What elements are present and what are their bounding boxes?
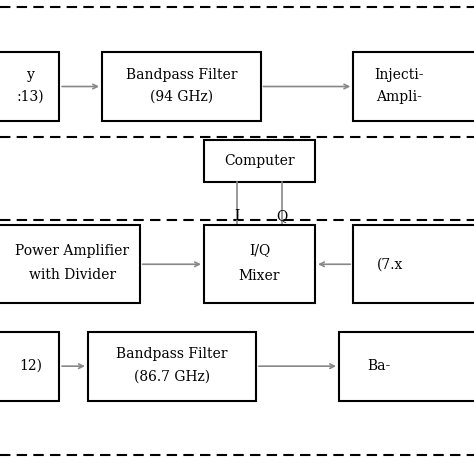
Text: Mixer: Mixer xyxy=(239,269,280,283)
Bar xyxy=(102,52,261,121)
Text: y: y xyxy=(27,68,35,82)
Text: I: I xyxy=(235,209,240,223)
Bar xyxy=(204,140,315,182)
Text: Ampli-: Ampli- xyxy=(376,90,422,104)
Text: 12): 12) xyxy=(19,359,42,373)
Text: with Divider: with Divider xyxy=(29,268,116,282)
Bar xyxy=(353,225,474,303)
Bar xyxy=(204,225,315,303)
Text: (86.7 GHz): (86.7 GHz) xyxy=(134,370,210,383)
Text: (94 GHz): (94 GHz) xyxy=(150,90,213,104)
Text: Ba-: Ba- xyxy=(368,359,391,373)
Bar xyxy=(0,52,59,121)
Text: I/Q: I/Q xyxy=(249,243,270,257)
Bar xyxy=(353,52,474,121)
Text: Bandpass Filter: Bandpass Filter xyxy=(126,68,237,82)
Bar xyxy=(0,332,59,401)
Text: Injecti-: Injecti- xyxy=(374,68,423,82)
Text: Power Amplifier: Power Amplifier xyxy=(15,244,129,258)
Text: Computer: Computer xyxy=(224,154,295,168)
Text: :13): :13) xyxy=(17,90,45,104)
Bar xyxy=(339,332,474,401)
Text: Q: Q xyxy=(276,209,287,223)
Text: Bandpass Filter: Bandpass Filter xyxy=(116,347,228,361)
Bar xyxy=(88,332,256,401)
Bar xyxy=(0,225,140,303)
Text: (7.x: (7.x xyxy=(376,257,403,271)
